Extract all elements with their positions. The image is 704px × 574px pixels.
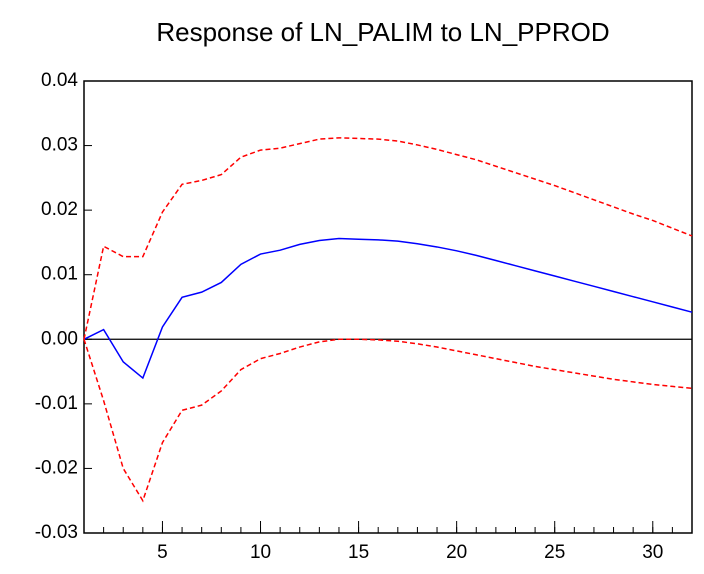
x-tick-label: 30 xyxy=(642,542,663,563)
series-line xyxy=(83,338,693,503)
y-tick-label: -0.02 xyxy=(35,457,78,478)
y-tick-label: 0.03 xyxy=(41,135,78,156)
x-tick-label: 10 xyxy=(250,542,271,563)
y-tick-label: 0.01 xyxy=(41,264,78,285)
x-tick-label: 15 xyxy=(348,542,369,563)
x-tick-label: 25 xyxy=(544,542,565,563)
y-tick-label: -0.03 xyxy=(35,522,78,543)
plot-frame xyxy=(83,80,693,534)
series-line xyxy=(83,137,693,340)
series-line xyxy=(83,237,693,380)
y-tick-label: -0.01 xyxy=(35,393,78,414)
x-tick-label: 20 xyxy=(446,542,467,563)
chart-title: Response of LN_PALIM to LN_PPROD xyxy=(156,17,609,47)
x-tick-label: 5 xyxy=(157,542,168,563)
y-tick-label: 0.04 xyxy=(41,70,78,91)
y-tick-label: 0.02 xyxy=(41,199,78,220)
y-tick-label: 0.00 xyxy=(41,328,78,349)
